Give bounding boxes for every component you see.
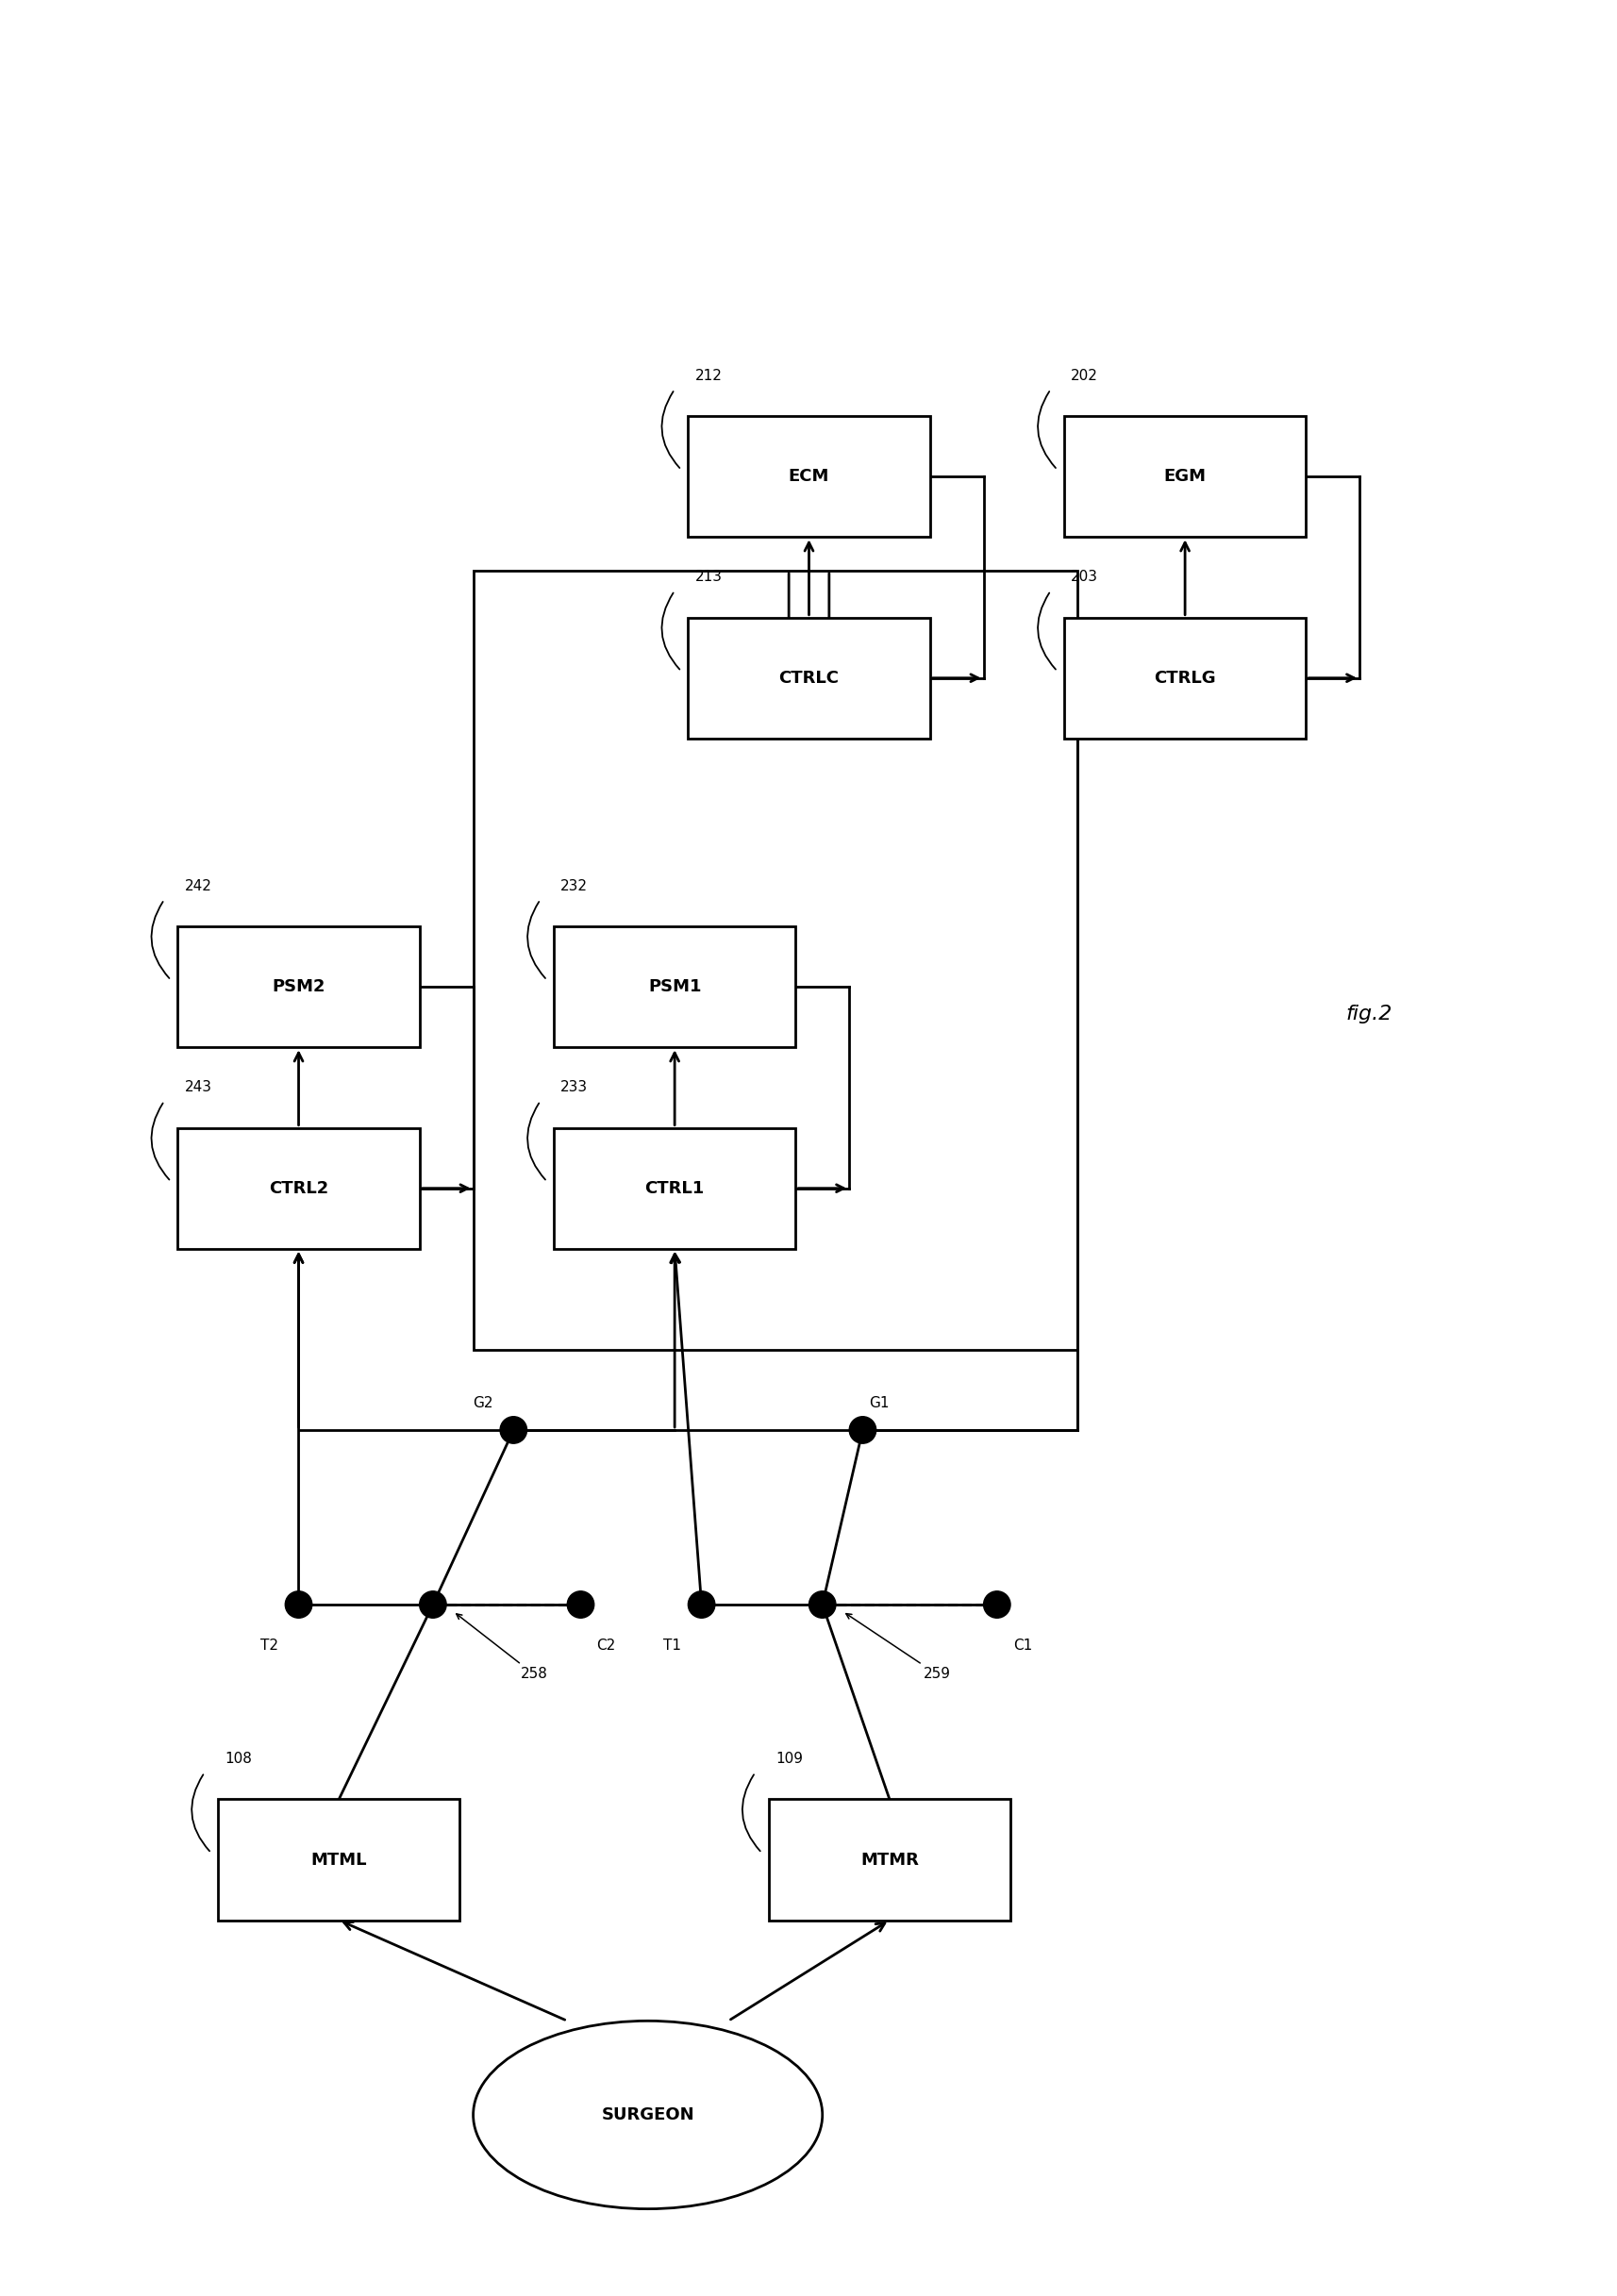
Text: EGM: EGM <box>1163 468 1206 484</box>
Text: CTRLC: CTRLC <box>778 670 839 687</box>
Text: 109: 109 <box>775 1752 802 1766</box>
Text: 233: 233 <box>559 1079 587 1095</box>
FancyBboxPatch shape <box>1064 416 1305 537</box>
FancyBboxPatch shape <box>218 1800 459 1919</box>
Text: T2: T2 <box>260 1637 278 1653</box>
Text: 232: 232 <box>559 879 587 893</box>
Text: 203: 203 <box>1070 569 1098 583</box>
Text: PSM2: PSM2 <box>272 978 325 996</box>
Text: 108: 108 <box>225 1752 252 1766</box>
Text: 213: 213 <box>694 569 721 583</box>
Text: PSM1: PSM1 <box>648 978 700 996</box>
Circle shape <box>983 1591 1011 1619</box>
Circle shape <box>808 1591 836 1619</box>
Text: CTRL1: CTRL1 <box>645 1180 703 1196</box>
Text: CTRLG: CTRLG <box>1153 670 1216 687</box>
Text: MTML: MTML <box>310 1851 367 1869</box>
Circle shape <box>500 1417 527 1444</box>
FancyBboxPatch shape <box>768 1800 1011 1919</box>
Text: SURGEON: SURGEON <box>602 2105 694 2124</box>
Text: 259: 259 <box>846 1614 949 1681</box>
Text: 242: 242 <box>184 879 212 893</box>
Circle shape <box>849 1417 876 1444</box>
Text: MTMR: MTMR <box>860 1851 918 1869</box>
Text: C1: C1 <box>1012 1637 1032 1653</box>
FancyBboxPatch shape <box>178 925 419 1047</box>
FancyBboxPatch shape <box>178 1127 419 1249</box>
FancyBboxPatch shape <box>553 925 796 1047</box>
Text: C2: C2 <box>597 1637 616 1653</box>
Circle shape <box>687 1591 715 1619</box>
Text: 212: 212 <box>694 367 721 383</box>
FancyBboxPatch shape <box>687 416 930 537</box>
Ellipse shape <box>472 2020 821 2209</box>
Text: ECM: ECM <box>787 468 830 484</box>
Text: T1: T1 <box>663 1637 681 1653</box>
Text: 202: 202 <box>1070 367 1098 383</box>
Circle shape <box>419 1591 446 1619</box>
Text: 243: 243 <box>184 1079 212 1095</box>
FancyBboxPatch shape <box>553 1127 796 1249</box>
Text: G1: G1 <box>868 1396 889 1410</box>
Text: G2: G2 <box>472 1396 493 1410</box>
Text: CTRL2: CTRL2 <box>268 1180 328 1196</box>
Text: 258: 258 <box>456 1614 547 1681</box>
Text: fig.2: fig.2 <box>1345 1003 1392 1024</box>
FancyBboxPatch shape <box>687 618 930 739</box>
Circle shape <box>285 1591 312 1619</box>
FancyBboxPatch shape <box>1064 618 1305 739</box>
Circle shape <box>568 1591 593 1619</box>
